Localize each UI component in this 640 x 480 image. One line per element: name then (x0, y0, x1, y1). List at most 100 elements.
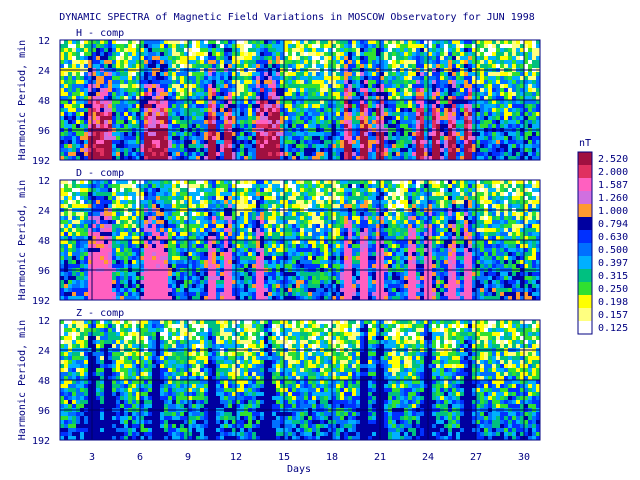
heatmap-cell (168, 72, 172, 76)
heatmap-cell (268, 80, 272, 84)
heatmap-cell (360, 140, 364, 144)
heatmap-cell (264, 72, 268, 76)
heatmap-cell (200, 252, 204, 256)
heatmap-cell (440, 96, 444, 100)
heatmap-cell (132, 112, 136, 116)
heatmap-cell (172, 236, 176, 240)
heatmap-cell (292, 140, 296, 144)
heatmap-cell (216, 100, 220, 104)
heatmap-cell (212, 256, 216, 260)
heatmap-cell (376, 80, 380, 84)
heatmap-cell (60, 264, 64, 268)
heatmap-cell (216, 276, 220, 280)
heatmap-cell (160, 276, 164, 280)
heatmap-cell (220, 48, 224, 52)
heatmap-cell (392, 84, 396, 88)
heatmap-cell (132, 244, 136, 248)
heatmap-cell (344, 144, 348, 148)
heatmap-cell (344, 76, 348, 80)
heatmap-cell (228, 260, 232, 264)
heatmap-cell (160, 256, 164, 260)
heatmap-cell (488, 144, 492, 148)
heatmap-cell (388, 104, 392, 108)
heatmap-cell (72, 116, 76, 120)
heatmap-cell (436, 132, 440, 136)
heatmap-cell (236, 236, 240, 240)
heatmap-cell (80, 112, 84, 116)
heatmap-cell (200, 200, 204, 204)
heatmap-cell (128, 228, 132, 232)
heatmap-cell (472, 64, 476, 68)
heatmap-cell (176, 204, 180, 208)
heatmap-cell (312, 48, 316, 52)
heatmap-cell (464, 108, 468, 112)
heatmap-cell (172, 148, 176, 152)
heatmap-cell (60, 108, 64, 112)
heatmap-cell (460, 104, 464, 108)
heatmap-cell (224, 196, 228, 200)
heatmap-cell (524, 76, 528, 80)
heatmap-cell (280, 144, 284, 148)
heatmap-cell (216, 196, 220, 200)
heatmap-cell (372, 108, 376, 112)
heatmap-cell (136, 40, 140, 44)
heatmap-cell (224, 52, 228, 56)
heatmap-cell (124, 60, 128, 64)
heatmap-cell (528, 92, 532, 96)
heatmap-cell (468, 80, 472, 84)
heatmap-cell (96, 236, 100, 240)
heatmap-cell (132, 48, 136, 52)
heatmap-cell (368, 72, 372, 76)
heatmap-cell (160, 216, 164, 220)
heatmap-cell (116, 184, 120, 188)
heatmap-cell (492, 144, 496, 148)
heatmap-cell (384, 136, 388, 140)
heatmap-cell (128, 252, 132, 256)
heatmap-cell (252, 88, 256, 92)
heatmap-cell (380, 84, 384, 88)
heatmap-cell (532, 132, 536, 136)
heatmap-cell (416, 96, 420, 100)
heatmap-cell (140, 140, 144, 144)
heatmap-cell (104, 48, 108, 52)
heatmap-cell (224, 140, 228, 144)
heatmap-cell (176, 260, 180, 264)
heatmap-cell (324, 96, 328, 100)
heatmap-cell (524, 60, 528, 64)
heatmap-cell (184, 228, 188, 232)
heatmap-cell (268, 64, 272, 68)
heatmap-cell (168, 48, 172, 52)
heatmap-cell (144, 148, 148, 152)
heatmap-cell (296, 60, 300, 64)
heatmap-cell (272, 148, 276, 152)
heatmap-cell (328, 92, 332, 96)
heatmap-cell (180, 60, 184, 64)
heatmap-cell (104, 260, 108, 264)
heatmap-cell (140, 72, 144, 76)
heatmap-cell (208, 236, 212, 240)
heatmap-cell (156, 152, 160, 156)
heatmap-cell (228, 220, 232, 224)
heatmap-cell (72, 236, 76, 240)
heatmap-cell (120, 156, 124, 160)
heatmap-cell (524, 92, 528, 96)
heatmap-cell (360, 136, 364, 140)
heatmap-cell (324, 132, 328, 136)
heatmap-cell (428, 148, 432, 152)
heatmap-cell (328, 60, 332, 64)
heatmap-cell (376, 112, 380, 116)
heatmap-cell (280, 40, 284, 44)
heatmap-cell (176, 188, 180, 192)
heatmap-cell (420, 108, 424, 112)
heatmap-cell (480, 132, 484, 136)
heatmap-cell (84, 108, 88, 112)
heatmap-cell (80, 104, 84, 108)
heatmap-cell (440, 92, 444, 96)
heatmap-cell (188, 256, 192, 260)
heatmap-cell (168, 276, 172, 280)
heatmap-cell (244, 76, 248, 80)
heatmap-cell (88, 256, 92, 260)
heatmap-cell (360, 44, 364, 48)
heatmap-cell (144, 216, 148, 220)
heatmap-cell (204, 212, 208, 216)
